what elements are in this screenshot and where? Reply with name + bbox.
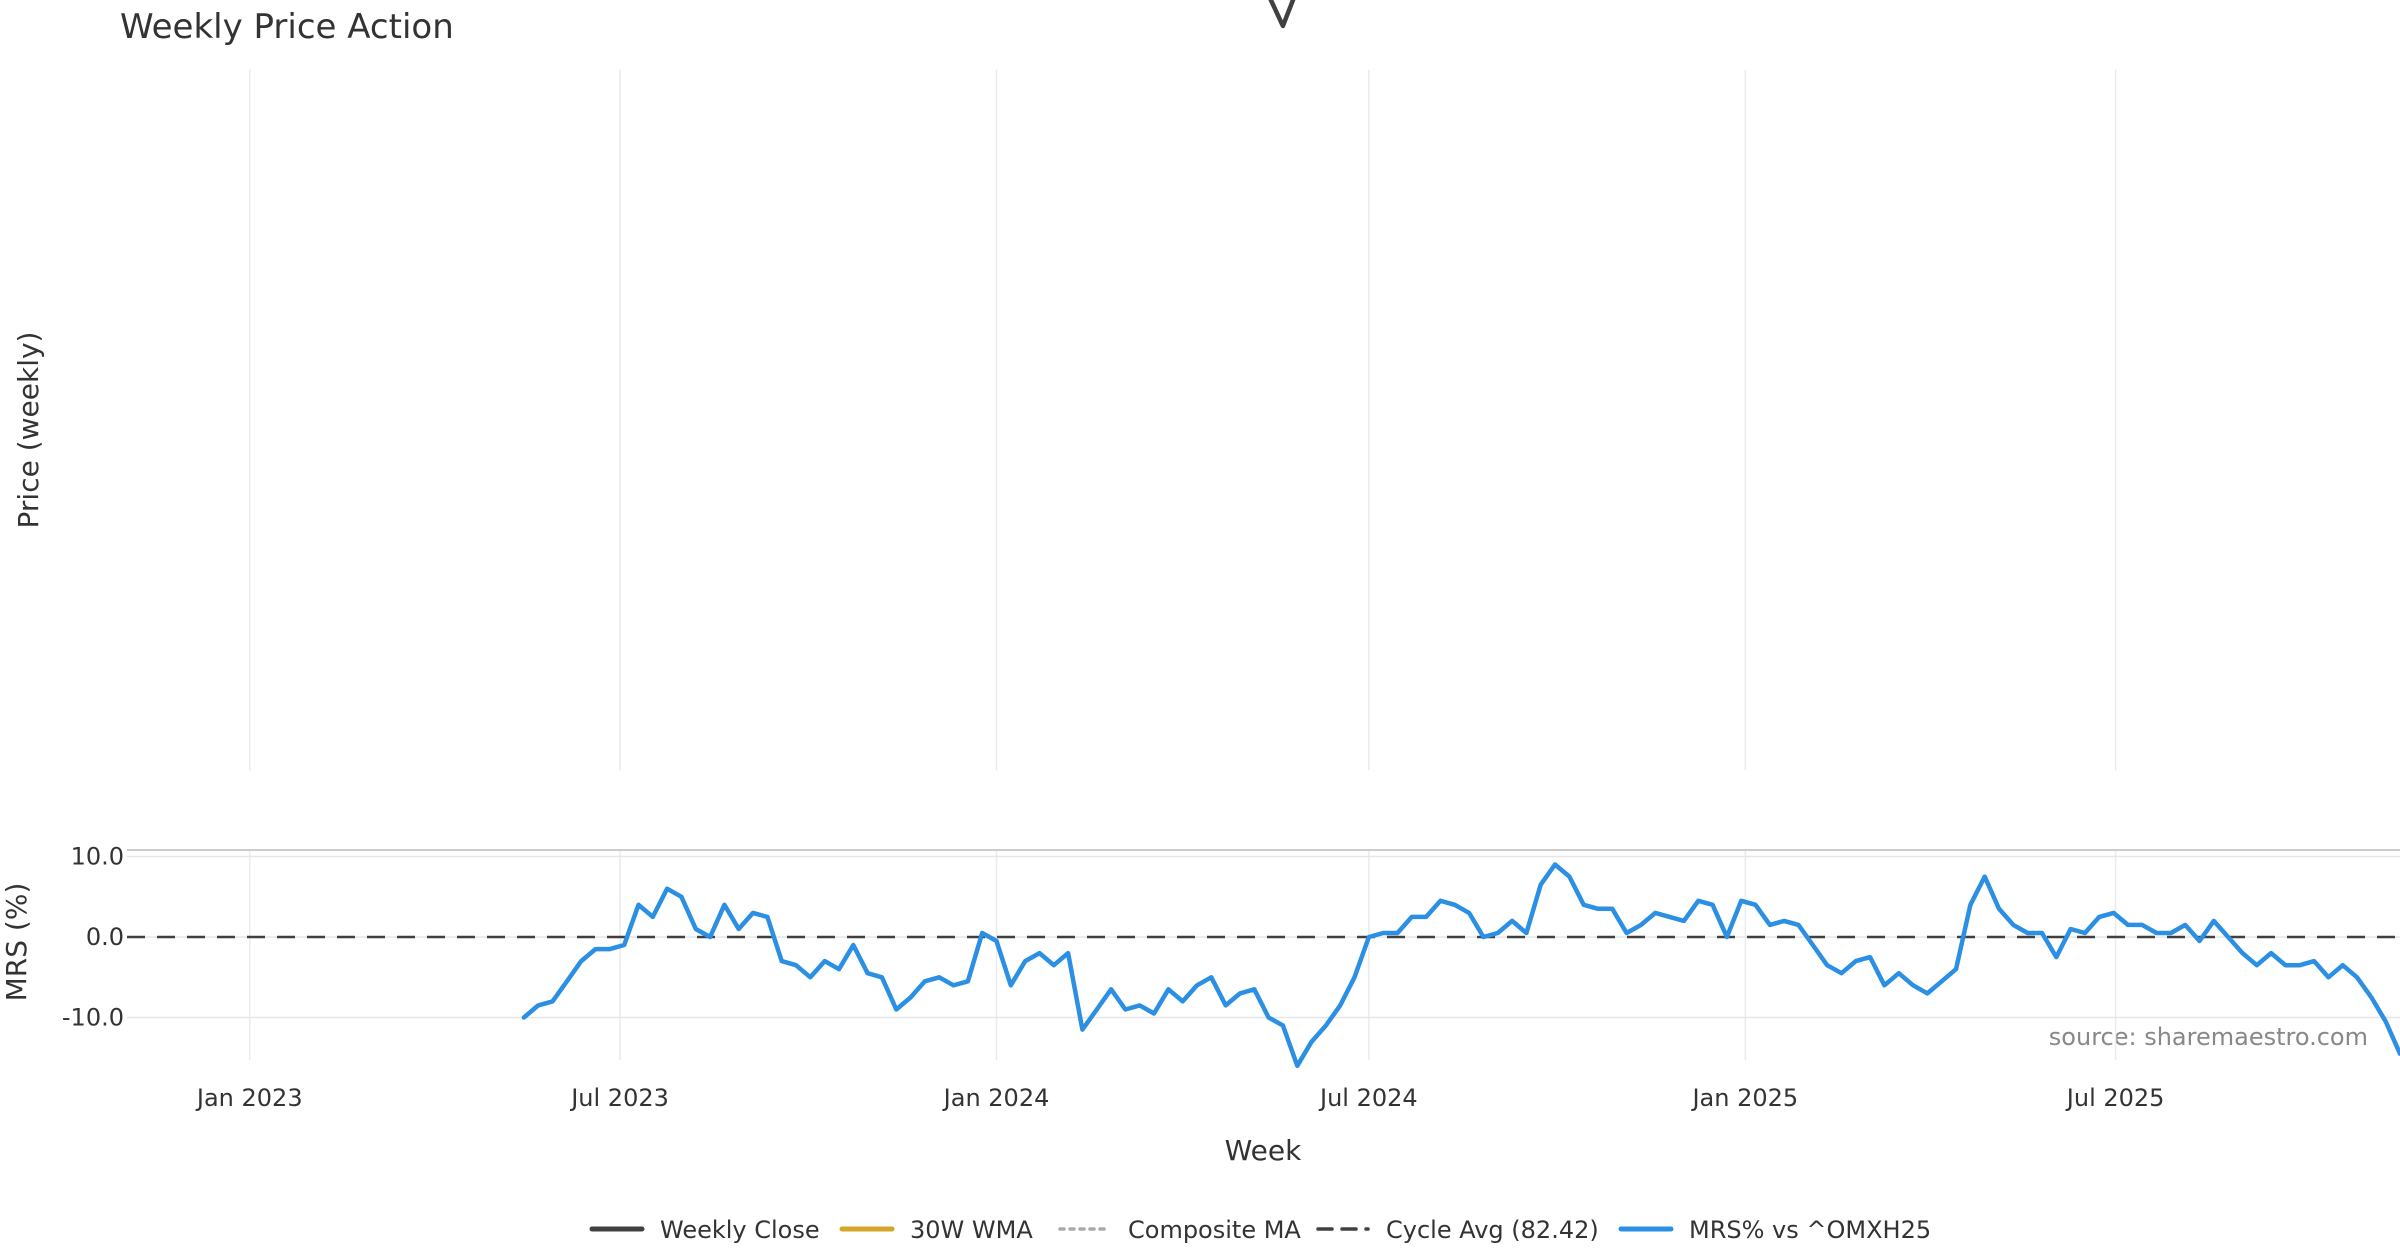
x-tick-5: Jul 2025: [2065, 1084, 2165, 1112]
legend: Weekly Close 30W WMA Composite MA Cycle Avg…: [589, 1216, 1931, 1244]
x-tick-1: Jul 2023: [569, 1084, 669, 1112]
chart-title: Weekly Price Action: [120, 7, 454, 47]
mrs-ytick-1: 0.0: [86, 923, 124, 951]
price-axis-title: Price (weekly): [12, 332, 45, 529]
price-ytick-0: 70: [93, 0, 124, 3]
legend-label-4: MRS% vs ^OMXH25: [1689, 1216, 1931, 1244]
legend-label-2: Composite MA: [1128, 1216, 1301, 1244]
x-axis-title: Week: [1225, 1134, 1302, 1167]
legend-label-1: 30W WMA: [910, 1216, 1033, 1244]
legend-label-0: Weekly Close: [660, 1216, 820, 1244]
mrs-ytick-2: -10.0: [62, 1004, 124, 1032]
mrs-ytick-0: 10.0: [71, 843, 124, 871]
source-label: source: sharemaestro.com: [2049, 1023, 2368, 1051]
x-tick-2: Jan 2024: [942, 1084, 1050, 1112]
x-tick-0: Jan 2023: [195, 1084, 303, 1112]
mrs-axis-title: MRS (%): [0, 883, 33, 1002]
x-tick-4: Jan 2025: [1690, 1084, 1798, 1112]
mrs-line: [521, 862, 2400, 1069]
weekly-close-line: [1268, 0, 1296, 29]
x-tick-3: Jul 2024: [1318, 1084, 1418, 1112]
legend-label-3: Cycle Avg (82.42): [1386, 1216, 1599, 1244]
